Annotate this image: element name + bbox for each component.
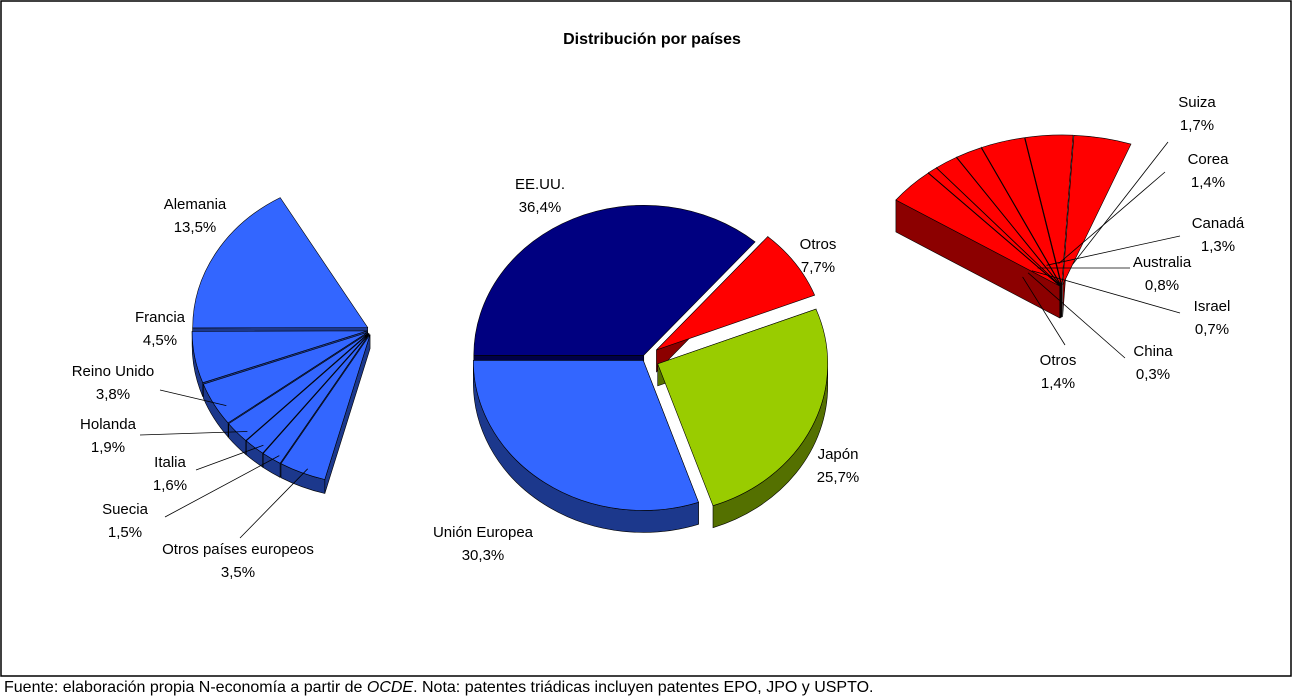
value-label: 0,7% (1195, 321, 1229, 338)
slice-label: Australia (1133, 254, 1192, 271)
value-label: 0,3% (1136, 366, 1170, 383)
slice-label: China (1133, 343, 1173, 360)
slice-label: Suecia (102, 501, 149, 518)
value-label: 3,8% (96, 386, 130, 403)
label-layer: EE.UU. 36,4% Otros 7,7% Japón 25,7% Unión Euro… (72, 94, 1245, 581)
slice-label: Alemania (164, 196, 227, 213)
value-label: 25,7% (817, 469, 860, 486)
leader-line (1046, 235, 1181, 266)
value-label: 36,4% (519, 199, 562, 216)
slice (1062, 134, 1132, 286)
slice-label: EE.UU. (515, 176, 565, 193)
footnote-part: . Nota: patentes triádicas incluyen pate… (413, 679, 873, 696)
leader-line (139, 431, 248, 436)
slice-label: Canadá (1192, 215, 1245, 232)
value-label: 4,5% (143, 332, 177, 349)
value-label: 1,3% (1201, 238, 1235, 255)
value-label: 1,4% (1191, 174, 1225, 191)
top-layer (191, 134, 1132, 511)
footnote-part: Fuente: elaboración propia N-economía a … (4, 679, 367, 696)
slice-label: Unión Europea (433, 524, 534, 541)
chart-title: Distribución por países (563, 31, 741, 48)
value-label: 30,3% (462, 547, 505, 564)
slice (245, 333, 369, 454)
value-label: 1,7% (1180, 117, 1214, 134)
value-label: 1,4% (1041, 375, 1075, 392)
value-label: 13,5% (174, 219, 217, 236)
leader-line (1072, 141, 1169, 265)
slice (472, 360, 699, 511)
slice (895, 172, 1060, 287)
slice (280, 334, 371, 480)
slice (262, 333, 370, 464)
value-label: 1,6% (153, 477, 187, 494)
slice-label: Otros (1040, 352, 1077, 369)
leader-line (239, 468, 308, 539)
slice-label: Reino Unido (72, 363, 155, 380)
slice-label: Holanda (80, 416, 137, 433)
slice-label: Otros países europeos (162, 541, 314, 558)
slice-label: Italia (154, 454, 186, 471)
slice (657, 308, 829, 507)
value-label: 1,9% (91, 439, 125, 456)
value-label: 7,7% (801, 259, 835, 276)
leader-line (164, 455, 280, 518)
slice-label: Israel (1194, 298, 1231, 315)
slice-label: Suiza (1178, 94, 1216, 111)
leader-line (159, 389, 227, 406)
footnote-part: OCDE (367, 679, 414, 696)
slice (192, 197, 369, 329)
slice (656, 236, 816, 351)
leader-line (1027, 272, 1126, 359)
slice-label: Corea (1188, 151, 1230, 168)
slice (473, 205, 756, 356)
slice (202, 332, 368, 424)
slice-label: Japón (818, 446, 859, 463)
slice (191, 330, 368, 384)
value-label: 1,5% (108, 524, 142, 541)
leader-line (1058, 171, 1166, 264)
leader-line (195, 444, 264, 471)
footnote: Fuente: elaboración propia N-economía a … (4, 679, 873, 696)
leader-line (1031, 270, 1181, 314)
slice-label: Francia (135, 309, 186, 326)
value-label: 3,5% (221, 564, 255, 581)
slice (927, 167, 1061, 286)
slice-label: Otros (800, 236, 837, 253)
slice (956, 147, 1061, 286)
leader-line (1022, 276, 1066, 346)
value-label: 0,8% (1145, 277, 1179, 294)
slice (1024, 134, 1074, 286)
slice (981, 137, 1062, 286)
slice (228, 333, 369, 441)
